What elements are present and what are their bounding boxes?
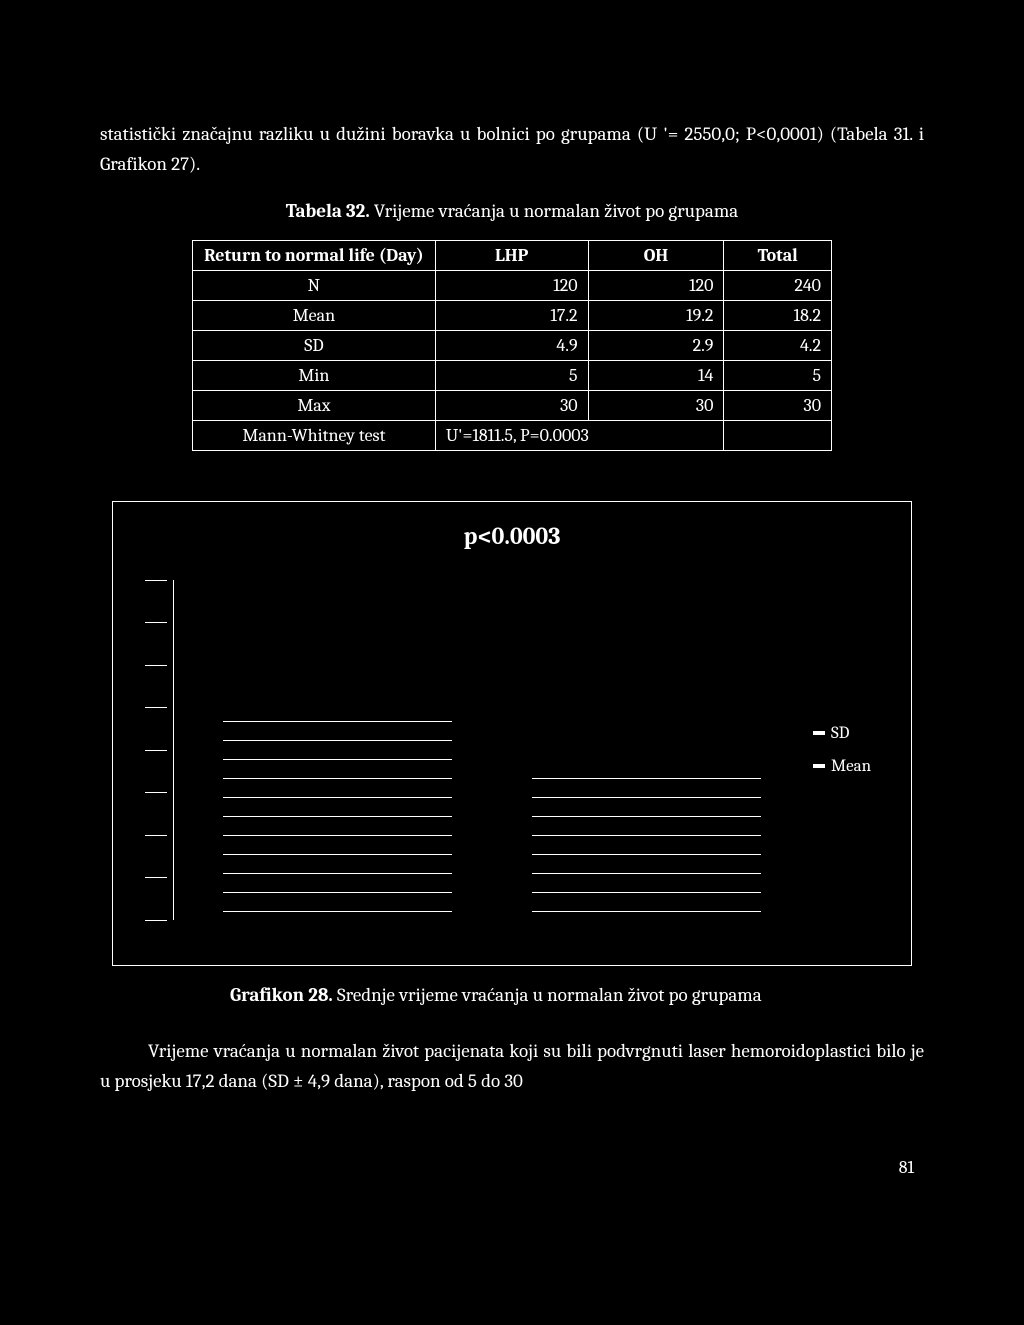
table-row: SD 4.9 2.9 4.2	[193, 330, 832, 360]
table-col-total: Total	[724, 240, 832, 270]
cell-val: 30	[588, 390, 724, 420]
table-row: Min 5 14 5	[193, 360, 832, 390]
table-row: N 120 120 240	[193, 270, 832, 300]
cell-val: 120	[435, 270, 588, 300]
cell-val: 240	[724, 270, 832, 300]
legend-marker-icon	[813, 764, 825, 768]
cell-label: Max	[193, 390, 436, 420]
bar-segment	[532, 797, 761, 798]
cell-test-value: U'=1811.5, P=0.0003	[435, 420, 724, 450]
bar-segment	[223, 854, 452, 855]
page-number: 81	[100, 1157, 924, 1178]
bar-segment	[223, 759, 452, 760]
cell-val: 5	[435, 360, 588, 390]
y-tick	[145, 750, 167, 751]
closing-paragraph: Vrijeme vraćanja u normalan život pacije…	[100, 1036, 924, 1097]
table-row-test: Mann-Whitney test U'=1811.5, P=0.0003	[193, 420, 832, 450]
page: statistički značajnu razliku u dužini bo…	[0, 0, 1024, 1238]
y-tick	[145, 622, 167, 623]
intro-paragraph: statistički značajnu razliku u dužini bo…	[100, 119, 924, 180]
chart-frame: p<0.0003 SD Mean	[112, 501, 912, 966]
y-tick	[145, 835, 167, 836]
cell-label: Min	[193, 360, 436, 390]
bar-segment	[223, 778, 452, 779]
cell-label: N	[193, 270, 436, 300]
bar-segment	[532, 816, 761, 817]
legend-label: Mean	[831, 757, 871, 776]
chart-plot-area	[173, 580, 801, 920]
cell-val: 14	[588, 360, 724, 390]
bar-segment	[223, 797, 452, 798]
bar-segment	[223, 816, 452, 817]
legend-mean: Mean	[813, 757, 891, 776]
y-tick	[145, 580, 167, 581]
bar-segment	[223, 740, 452, 741]
table-col-lhp: LHP	[435, 240, 588, 270]
cell-val: 5	[724, 360, 832, 390]
chart-caption-text: Srednje vrijeme vraćanja u normalan živo…	[333, 984, 762, 1006]
y-tick	[145, 665, 167, 666]
legend-sd: SD	[813, 724, 891, 743]
bar-groups	[183, 580, 801, 920]
legend-marker-icon	[813, 731, 825, 735]
table-body: N 120 120 240 Mean 17.2 19.2 18.2 SD 4.9…	[193, 270, 832, 450]
chart-caption: Grafikon 28. Srednje vrijeme vraćanja u …	[230, 984, 924, 1006]
bar-segment	[532, 835, 761, 836]
cell-empty	[724, 420, 832, 450]
bar-group-2	[532, 778, 761, 920]
table-header-label: Return to normal life (Day)	[193, 240, 436, 270]
bar-segment	[532, 778, 761, 779]
cell-label: SD	[193, 330, 436, 360]
table-col-oh: OH	[588, 240, 724, 270]
bar-segment	[532, 911, 761, 912]
stats-table: Return to normal life (Day) LHP OH Total…	[192, 240, 832, 451]
bar-segment	[223, 911, 452, 912]
y-tick	[145, 792, 167, 793]
table-caption-text: Vrijeme vraćanja u normalan život po gru…	[370, 200, 739, 222]
bar-segment	[223, 835, 452, 836]
y-tick	[145, 877, 167, 878]
cell-val: 4.2	[724, 330, 832, 360]
cell-val: 120	[588, 270, 724, 300]
cell-val: 30	[724, 390, 832, 420]
cell-val: 18.2	[724, 300, 832, 330]
legend-label: SD	[831, 724, 849, 743]
bar-segment	[223, 873, 452, 874]
table-caption: Tabela 32. Vrijeme vraćanja u normalan ž…	[100, 200, 924, 222]
chart-title: p<0.0003	[133, 522, 891, 550]
cell-val: 30	[435, 390, 588, 420]
bar-segment	[532, 892, 761, 893]
y-tick	[145, 707, 167, 708]
cell-val: 4.9	[435, 330, 588, 360]
chart-legend: SD Mean	[801, 580, 891, 920]
cell-val: 17.2	[435, 300, 588, 330]
bar-segment	[532, 873, 761, 874]
bar-segment	[223, 892, 452, 893]
table-caption-bold: Tabela 32.	[286, 200, 370, 222]
bar-segment	[223, 721, 452, 722]
cell-val: 19.2	[588, 300, 724, 330]
cell-val: 2.9	[588, 330, 724, 360]
y-tick	[145, 920, 167, 921]
table-row: Max 30 30 30	[193, 390, 832, 420]
cell-test-label: Mann-Whitney test	[193, 420, 436, 450]
cell-label: Mean	[193, 300, 436, 330]
bar-segment	[532, 854, 761, 855]
y-axis-line	[173, 580, 174, 920]
table-container: Return to normal life (Day) LHP OH Total…	[100, 240, 924, 451]
table-row: Mean 17.2 19.2 18.2	[193, 300, 832, 330]
chart-caption-bold: Grafikon 28.	[230, 984, 333, 1006]
chart-body: SD Mean	[133, 580, 891, 920]
bar-group-1	[223, 721, 452, 920]
